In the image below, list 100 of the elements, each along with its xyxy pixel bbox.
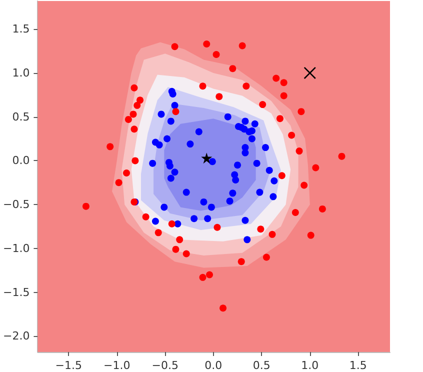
- point: [242, 216, 249, 224]
- point: [123, 169, 130, 176]
- point: [204, 215, 212, 222]
- point: [251, 120, 258, 128]
- point: [154, 229, 162, 236]
- point: [208, 204, 215, 211]
- point: [268, 230, 276, 238]
- point: [115, 179, 122, 186]
- point: [256, 188, 264, 196]
- point: [160, 204, 168, 211]
- point: [171, 102, 178, 109]
- point: [234, 162, 241, 169]
- point: [259, 101, 266, 108]
- point: [238, 258, 245, 266]
- point: [288, 132, 296, 139]
- point: [132, 157, 139, 164]
- point: [182, 250, 190, 258]
- point: [124, 116, 132, 123]
- point: [199, 82, 206, 90]
- point: [276, 115, 284, 122]
- point: [200, 198, 208, 206]
- point: [244, 236, 251, 244]
- point: [130, 110, 137, 118]
- point: [199, 274, 206, 281]
- point: [195, 128, 202, 136]
- point: [224, 113, 232, 120]
- point: [242, 118, 249, 125]
- point: [152, 218, 159, 225]
- point: [270, 193, 277, 200]
- y-tick-label: 0.5: [12, 110, 30, 124]
- point: [171, 168, 178, 176]
- point: [272, 74, 280, 82]
- point: [201, 152, 212, 164]
- point: [134, 102, 141, 109]
- x-tick-label: −0.5: [152, 359, 178, 372]
- point: [208, 158, 216, 166]
- point: [304, 66, 316, 79]
- point: [82, 202, 90, 210]
- point: [214, 224, 221, 231]
- point: [266, 166, 273, 174]
- point: [142, 213, 150, 220]
- point: [168, 220, 176, 228]
- point: [136, 96, 144, 104]
- x-tick-label: 1.0: [301, 359, 319, 372]
- point: [206, 271, 214, 278]
- point: [242, 149, 249, 156]
- point: [166, 162, 174, 170]
- y-tick-label: −1.5: [2, 286, 30, 299]
- point: [203, 40, 210, 48]
- point: [172, 108, 180, 116]
- point: [156, 141, 163, 148]
- point: [296, 148, 303, 155]
- y-tick-label: −0.5: [2, 198, 30, 212]
- point: [164, 135, 171, 142]
- point: [270, 177, 278, 184]
- point: [186, 140, 194, 148]
- x-tick-label: 1.5: [349, 359, 367, 372]
- point: [312, 164, 320, 172]
- point: [262, 144, 269, 152]
- x-tick-label: 0.5: [252, 359, 270, 372]
- point: [182, 188, 190, 196]
- point: [262, 254, 270, 261]
- point: [338, 152, 346, 160]
- point: [149, 160, 156, 167]
- point: [130, 126, 138, 133]
- point: [292, 208, 299, 216]
- point: [238, 42, 246, 50]
- point: [278, 172, 286, 180]
- point: [216, 93, 223, 100]
- y-tick-label: 1.0: [12, 66, 30, 80]
- point: [176, 236, 184, 244]
- point: [229, 190, 236, 197]
- y-tick-label: 1.5: [12, 22, 30, 36]
- point: [232, 176, 240, 184]
- point: [318, 205, 326, 212]
- point: [190, 215, 198, 222]
- point: [130, 84, 138, 92]
- x-tick-label: −1.0: [103, 359, 130, 372]
- point: [242, 82, 250, 90]
- point: [172, 246, 180, 253]
- point: [307, 232, 314, 239]
- point: [226, 198, 234, 205]
- point: [253, 160, 260, 167]
- point: [300, 182, 308, 189]
- y-tick-label: −2.0: [2, 330, 30, 343]
- point: [106, 143, 114, 150]
- point: [220, 304, 227, 312]
- x-tick-label: −1.5: [55, 359, 82, 372]
- point: [229, 65, 236, 72]
- point: [158, 110, 165, 118]
- y-tick-label: −1.0: [2, 242, 30, 255]
- point: [171, 43, 178, 50]
- y-tick-label: 0.0: [12, 154, 30, 168]
- point: [169, 90, 176, 98]
- point: [248, 135, 256, 142]
- point: [280, 92, 288, 100]
- x-tick-label: 0.0: [204, 359, 222, 372]
- point: [257, 226, 264, 233]
- point: [167, 174, 174, 182]
- point: [298, 108, 305, 116]
